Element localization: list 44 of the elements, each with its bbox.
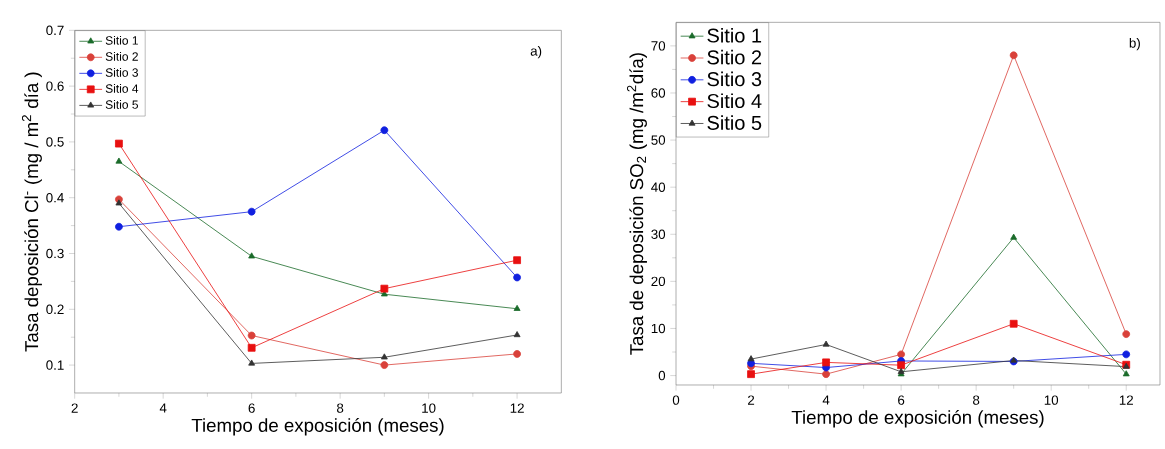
x-axis-title: Tiempo de exposición (meses) (191, 417, 444, 436)
y-tick-label: 40 (651, 182, 666, 192)
y-tick-label: 20 (651, 276, 666, 287)
legend-label: Sitio 2 (707, 49, 762, 65)
x-tick-label: 8 (973, 395, 980, 405)
legend-label: Sitio 3 (707, 71, 762, 87)
legend-label: Sitio 5 (105, 100, 139, 109)
y-tick-label: 50 (651, 135, 666, 145)
x-tick-label: 2 (71, 403, 78, 413)
y-tick-label: 60 (651, 88, 666, 98)
y-tick-label: 10 (651, 323, 666, 334)
x-tick-label: 2 (748, 395, 755, 405)
x-tick-label: 4 (822, 395, 830, 405)
legend-label: Sitio 1 (707, 27, 762, 43)
y-tick-label: 0.6 (46, 81, 64, 91)
x-tick-label: 12 (1119, 395, 1133, 405)
legend-label: Sitio 4 (105, 84, 139, 93)
x-tick-label: 10 (422, 403, 436, 413)
annotation: b) (1129, 37, 1140, 51)
legend-label: Sitio 2 (105, 51, 138, 61)
legend-label: Sitio 5 (707, 115, 762, 130)
y-tick-label: 30 (651, 229, 666, 239)
legend-label: Sitio 1 (105, 35, 138, 45)
y-axis-title: Tasa de deposición SO$_{2}$ (mg /m$^{2}$día) (626, 53, 647, 355)
x-tick-label: 12 (510, 403, 524, 413)
y-tick-label: 0.5 (46, 137, 64, 147)
y-tick-label: 0.4 (46, 192, 64, 203)
x-tick-label: 8 (337, 403, 344, 413)
y-tick-label: 0.1 (46, 360, 64, 370)
y-tick-label: 0.7 (46, 25, 64, 36)
y-tick-label: 0.3 (46, 248, 64, 259)
y-tick-label: 0.2 (46, 304, 64, 315)
x-tick-label: 10 (1044, 395, 1059, 405)
legend-label: Sitio 3 (105, 67, 138, 77)
legend-label: Sitio 4 (707, 93, 762, 109)
y-tick-label: 70 (651, 41, 666, 51)
y-tick-label: 0 (658, 370, 666, 381)
x-axis-title: Tiempo de exposición (meses) (791, 409, 1044, 428)
x-tick-label: 4 (159, 403, 167, 413)
x-tick-label: 6 (898, 395, 905, 405)
y-axis-title: Tasa deposición Cl$^{-}$ (mg / m$^{2}$ día ) (21, 72, 42, 352)
x-tick-label: 0 (672, 395, 680, 405)
annotation: a) (530, 45, 542, 59)
x-tick-label: 6 (248, 403, 255, 413)
